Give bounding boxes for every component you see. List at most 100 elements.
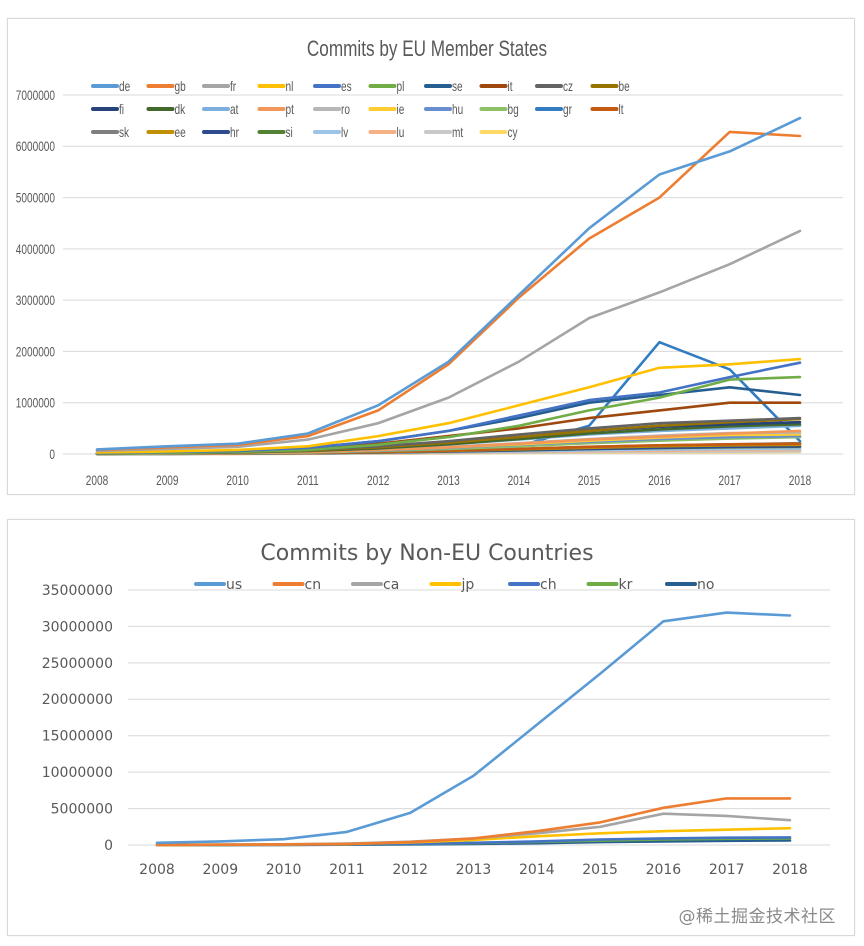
legend-item-it: it [479, 78, 514, 94]
series-line-us [155, 611, 792, 845]
non-eu-line-chart: Commits by Non-EU Countries 0 5000000 10000… [42, 541, 830, 878]
x-tick-label: 2008 [139, 862, 175, 878]
legend-item-ch: ch [508, 577, 557, 593]
legend-item-hu: hu [424, 101, 463, 117]
legend-label: it [508, 78, 514, 94]
legend-item-nl: nl [257, 78, 294, 94]
series-group [95, 116, 802, 456]
x-tick-label: 2009 [156, 472, 179, 488]
legend-label: si [286, 124, 293, 140]
chart-title: Commits by EU Member States [307, 37, 547, 62]
legend-item-se: se [424, 78, 463, 94]
legend-label: dk [175, 101, 186, 117]
y-tick-label: 20000000 [42, 692, 113, 708]
legend-item-mt: mt [424, 124, 464, 140]
y-tick-label: 2000000 [16, 344, 55, 360]
legend-label: ie [397, 101, 405, 117]
x-tick-label: 2008 [86, 472, 109, 488]
legend-item-cy: cy [479, 124, 519, 140]
legend-label: cn [305, 577, 322, 593]
x-tick-label: 2017 [718, 472, 741, 488]
legend-item-ie: ie [368, 101, 405, 117]
legend-label: lt [619, 101, 625, 117]
y-tick-label: 0 [104, 838, 113, 854]
legend-label: ee [175, 124, 186, 140]
series-line-nl [95, 357, 802, 454]
legend-item-gr: gr [535, 101, 572, 117]
series-line-cn [155, 797, 792, 847]
legend-item-ro: ro [313, 101, 350, 117]
x-tick-label: 2014 [519, 862, 555, 878]
x-tick-label: 2011 [297, 472, 319, 488]
legend: de gb fr nl es pl se it cz be fi dk at pt ro ie hu bg gr lt… [91, 78, 630, 140]
x-tick-label: 2013 [456, 862, 492, 878]
legend-item-at: at [202, 101, 239, 117]
x-tick-label: 2016 [648, 472, 671, 488]
x-tick-label: 2009 [202, 862, 238, 878]
legend-item-lu: lu [368, 124, 405, 140]
x-tick-label: 2010 [226, 472, 249, 488]
legend-label: ro [341, 101, 350, 117]
legend-label: us [226, 577, 242, 593]
legend-item-de: de [91, 78, 130, 94]
legend-label: fr [230, 78, 236, 94]
eu-line-chart: Commits by EU Member States 0 1000000 20000… [16, 37, 843, 488]
legend-item-us: us [194, 577, 242, 593]
y-tick-label: 25000000 [42, 656, 113, 672]
legend-label: be [619, 78, 630, 94]
legend-label: hu [452, 101, 463, 117]
legend-label: lv [341, 124, 349, 140]
legend-label: pl [397, 78, 405, 94]
legend-item-kr: kr [586, 577, 633, 593]
x-tick-label: 2012 [392, 862, 428, 878]
legend-label: fi [119, 101, 124, 117]
y-tick-label: 5000000 [16, 190, 55, 206]
legend-item-lt: lt [590, 101, 625, 117]
legend-item-cn: cn [272, 577, 322, 593]
eu-chart-panel: Commits by EU Member States 0 1000000 20000… [7, 18, 855, 495]
legend-label: gr [563, 101, 572, 117]
legend-label: gb [175, 78, 186, 94]
legend-item-no: no [665, 577, 714, 593]
series-line-fr [95, 229, 802, 453]
legend-label: nl [286, 78, 294, 94]
legend-label: de [119, 78, 130, 94]
series-group [155, 611, 792, 847]
legend-label: cy [508, 124, 519, 140]
legend-label: sk [119, 124, 130, 140]
legend-label: bg [508, 101, 519, 117]
y-tick-label: 5000000 [51, 801, 113, 817]
non-eu-chart-panel: Commits by Non-EU Countries 0 5000000 10000… [7, 519, 855, 936]
legend-item-si: si [257, 124, 293, 140]
legend-label: pt [286, 101, 295, 117]
legend-label: es [341, 78, 352, 94]
x-tick-label: 2014 [508, 472, 531, 488]
y-tick-label: 3000000 [16, 292, 55, 308]
legend-item-ee: ee [146, 124, 186, 140]
legend-item-be: be [590, 78, 630, 94]
x-tick-label: 2018 [789, 472, 812, 488]
legend-label: ca [383, 577, 399, 593]
y-tick-label: 6000000 [16, 139, 55, 155]
y-tick-label: 35000000 [42, 583, 113, 599]
x-tick-label: 2015 [578, 472, 601, 488]
x-tick-label: 2018 [772, 862, 808, 878]
legend-item-es: es [313, 78, 352, 94]
y-tick-label: 30000000 [42, 619, 113, 635]
chart-title: Commits by Non-EU Countries [260, 541, 593, 566]
legend-label: at [230, 101, 239, 117]
y-tick-label: 15000000 [42, 729, 113, 745]
x-tick-label: 2011 [329, 862, 365, 878]
legend-item-pl: pl [368, 78, 405, 94]
legend-item-dk: dk [146, 101, 186, 117]
y-tick-label: 0 [49, 446, 55, 462]
x-tick-label: 2017 [709, 862, 745, 878]
legend-item-sk: sk [91, 124, 130, 140]
x-tick-label: 2016 [646, 862, 682, 878]
x-tick-label: 2012 [367, 472, 390, 488]
legend-label: no [697, 577, 714, 593]
legend-label: lu [397, 124, 405, 140]
series-line-gb [95, 130, 802, 452]
y-tick-label: 10000000 [42, 765, 113, 781]
legend-label: kr [619, 577, 633, 593]
